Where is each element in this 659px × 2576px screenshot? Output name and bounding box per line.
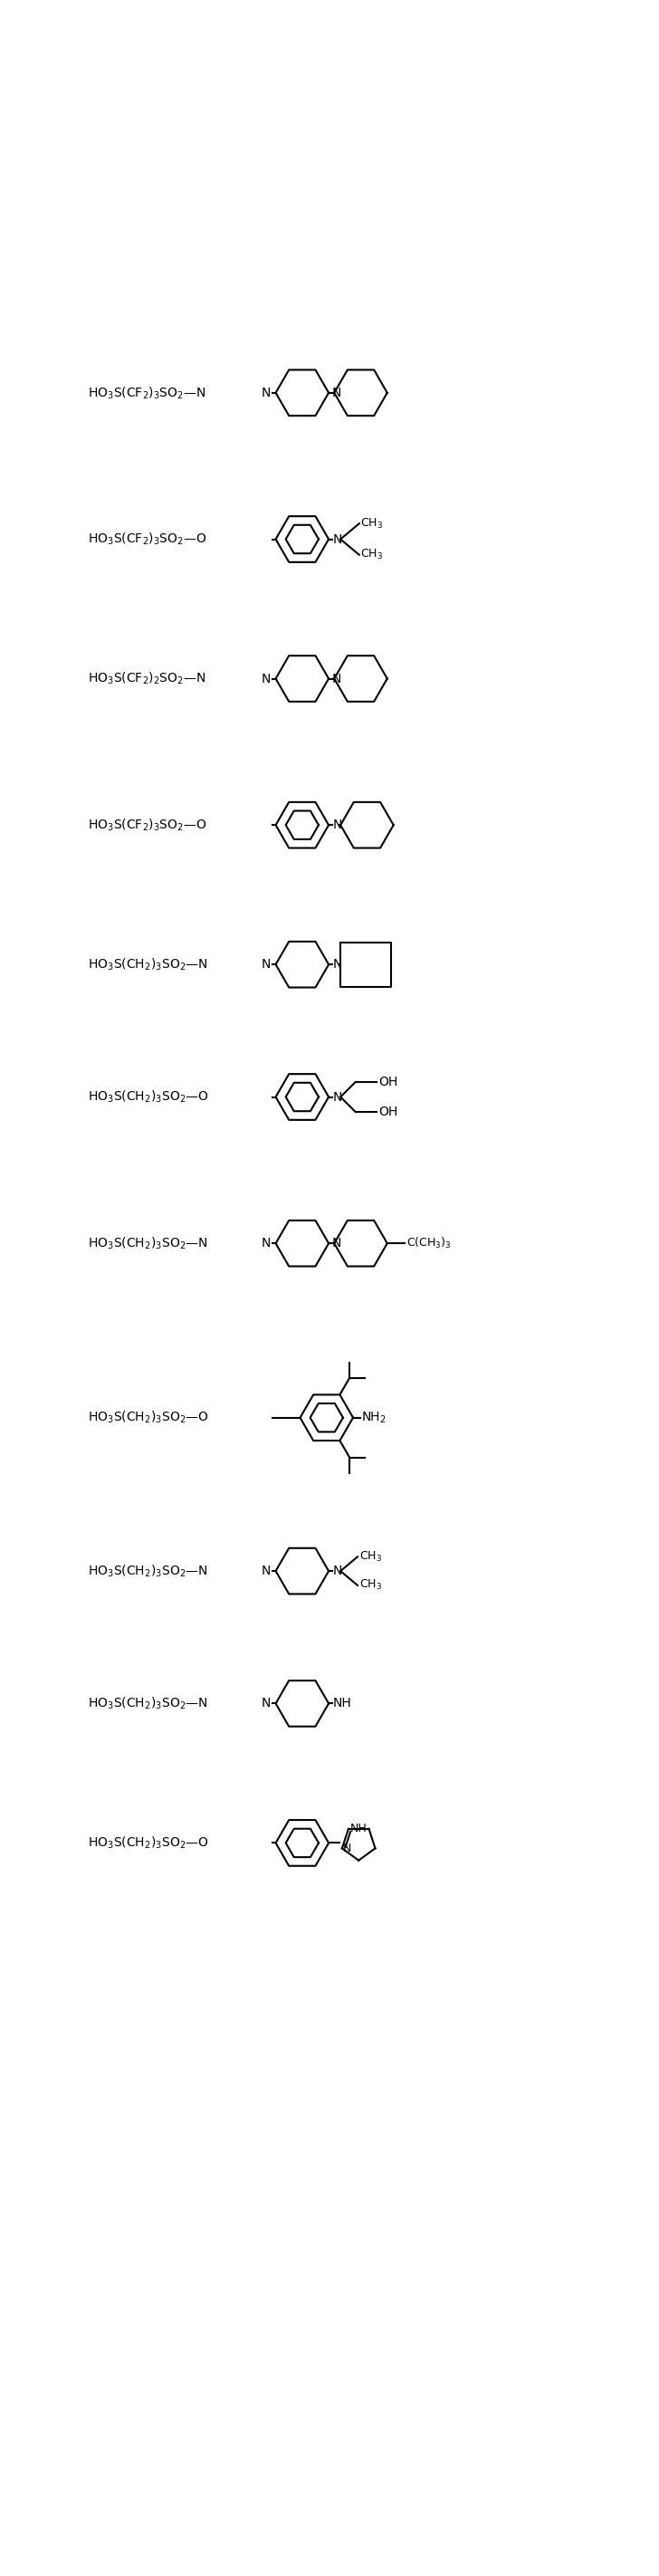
Text: CH$_3$: CH$_3$ <box>360 549 384 562</box>
Text: OH: OH <box>378 1077 397 1090</box>
Text: N: N <box>343 1842 351 1855</box>
Text: HO$_3$S(CH$_2$)$_3$SO$_2$—O: HO$_3$S(CH$_2$)$_3$SO$_2$—O <box>88 1834 208 1850</box>
Text: NH: NH <box>351 1824 368 1834</box>
Text: HO$_3$S(CH$_2$)$_3$SO$_2$—N: HO$_3$S(CH$_2$)$_3$SO$_2$—N <box>88 1564 208 1579</box>
Text: HO$_3$S(CF$_2$)$_3$SO$_2$—O: HO$_3$S(CF$_2$)$_3$SO$_2$—O <box>88 531 206 546</box>
Text: CH$_3$: CH$_3$ <box>359 1551 382 1564</box>
Text: CH$_3$: CH$_3$ <box>360 518 384 531</box>
Text: HO$_3$S(CF$_2$)$_3$SO$_2$—N: HO$_3$S(CF$_2$)$_3$SO$_2$—N <box>88 384 206 402</box>
Text: HO$_3$S(CF$_2$)$_2$SO$_2$—N: HO$_3$S(CF$_2$)$_2$SO$_2$—N <box>88 670 206 688</box>
Text: OH: OH <box>378 1105 397 1118</box>
Text: N: N <box>331 672 341 685</box>
Text: HO$_3$S(CF$_2$)$_3$SO$_2$—O: HO$_3$S(CF$_2$)$_3$SO$_2$—O <box>88 817 206 832</box>
Text: HO$_3$S(CH$_2$)$_3$SO$_2$—N: HO$_3$S(CH$_2$)$_3$SO$_2$—N <box>88 1695 208 1710</box>
Text: NH: NH <box>333 1698 352 1710</box>
Text: N: N <box>333 533 342 546</box>
Text: N: N <box>331 1236 341 1249</box>
Text: N: N <box>262 1698 271 1710</box>
Text: HO$_3$S(CH$_2$)$_3$SO$_2$—O: HO$_3$S(CH$_2$)$_3$SO$_2$—O <box>88 1090 208 1105</box>
Text: CH$_3$: CH$_3$ <box>359 1579 382 1592</box>
Text: N: N <box>262 672 271 685</box>
Text: HO$_3$S(CH$_2$)$_3$SO$_2$—O: HO$_3$S(CH$_2$)$_3$SO$_2$—O <box>88 1409 208 1425</box>
Text: N: N <box>262 958 271 971</box>
Text: N: N <box>333 819 342 832</box>
Text: C(CH$_3$)$_3$: C(CH$_3$)$_3$ <box>406 1236 451 1252</box>
Text: N: N <box>333 958 342 971</box>
Text: HO$_3$S(CH$_2$)$_3$SO$_2$—N: HO$_3$S(CH$_2$)$_3$SO$_2$—N <box>88 1236 208 1252</box>
Text: N: N <box>333 1090 342 1103</box>
Text: N: N <box>333 1564 342 1577</box>
Text: NH$_2$: NH$_2$ <box>361 1409 386 1425</box>
Text: N: N <box>262 386 271 399</box>
Text: N: N <box>262 1564 271 1577</box>
Text: N: N <box>262 1236 271 1249</box>
Text: N: N <box>331 386 341 399</box>
Text: HO$_3$S(CH$_2$)$_3$SO$_2$—N: HO$_3$S(CH$_2$)$_3$SO$_2$—N <box>88 956 208 971</box>
